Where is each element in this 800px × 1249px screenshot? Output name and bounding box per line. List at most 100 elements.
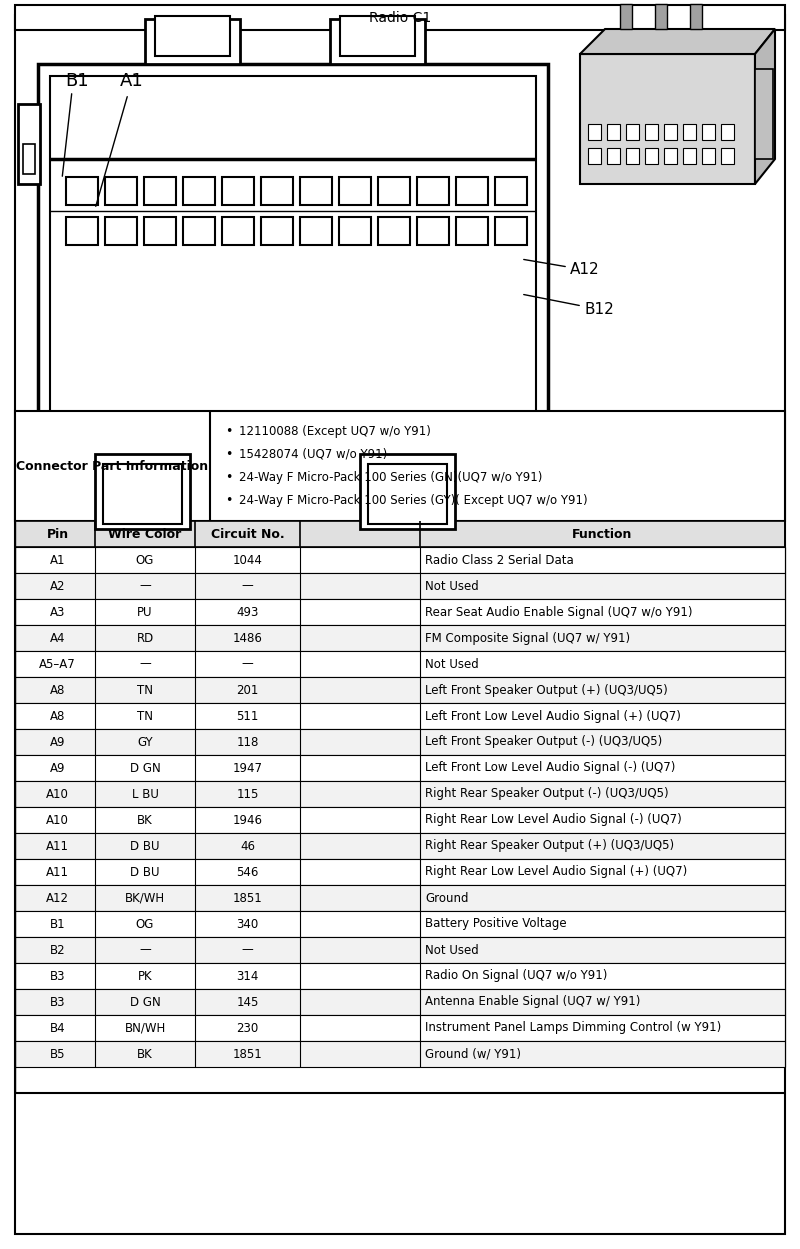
Text: 1044: 1044 (233, 553, 262, 567)
Bar (15, 677, 785, 703)
Text: Left Front Speaker Output (-) (UQ3/UQ5): Left Front Speaker Output (-) (UQ3/UQ5) (425, 736, 662, 748)
Bar (105, 177, 137, 205)
Text: •: • (225, 425, 232, 437)
Text: B1: B1 (65, 72, 89, 90)
Text: D GN: D GN (130, 995, 160, 1008)
Text: L BU: L BU (131, 788, 158, 801)
Text: Instrument Panel Lamps Dimming Control (w Y91): Instrument Panel Lamps Dimming Control (… (425, 1022, 722, 1034)
Bar (15, 1040, 785, 1067)
Bar (417, 177, 449, 205)
Bar (144, 177, 176, 205)
Text: —: — (242, 580, 254, 592)
Text: 201: 201 (236, 683, 258, 697)
Text: TN: TN (137, 709, 153, 722)
Text: A12: A12 (570, 261, 600, 276)
Text: BK: BK (137, 813, 153, 827)
Polygon shape (755, 29, 775, 184)
Text: A1: A1 (120, 72, 144, 90)
Text: B2: B2 (50, 943, 66, 957)
Bar (15, 937, 785, 963)
Bar (155, 16, 230, 56)
Text: D BU: D BU (130, 839, 160, 853)
Text: 12110088 (Except UQ7 w/o Y91): 12110088 (Except UQ7 w/o Y91) (239, 425, 431, 437)
Text: Radio Class 2 Serial Data: Radio Class 2 Serial Data (425, 553, 574, 567)
Text: OG: OG (136, 553, 154, 567)
Text: Not Used: Not Used (425, 580, 478, 592)
Text: 24-Way F Micro-Pack 100 Series (GN)(UQ7 w/o Y91): 24-Way F Micro-Pack 100 Series (GN)(UQ7 … (239, 471, 542, 483)
Text: A1: A1 (50, 553, 66, 567)
Text: TN: TN (137, 683, 153, 697)
Text: •: • (225, 471, 232, 483)
Text: PK: PK (138, 969, 152, 983)
Bar (330, 19, 425, 64)
Bar (340, 16, 415, 56)
Bar (607, 147, 620, 164)
Text: Left Front Speaker Output (+) (UQ3/UQ5): Left Front Speaker Output (+) (UQ3/UQ5) (425, 683, 668, 697)
Text: PU: PU (138, 606, 153, 618)
Text: 1851: 1851 (233, 1048, 262, 1060)
Bar (66, 217, 98, 245)
Bar (15, 807, 785, 833)
Text: Function: Function (572, 527, 633, 541)
Bar (15, 703, 785, 729)
Text: Connector Part Information: Connector Part Information (16, 460, 208, 472)
Text: BN/WH: BN/WH (124, 1022, 166, 1034)
Text: —: — (242, 943, 254, 957)
Text: Ground: Ground (425, 892, 469, 904)
Bar (702, 147, 715, 164)
Text: Ground (w/ Y91): Ground (w/ Y91) (425, 1048, 521, 1060)
Bar (755, 69, 773, 159)
Bar (626, 147, 639, 164)
Text: Left Front Low Level Audio Signal (-) (UQ7): Left Front Low Level Audio Signal (-) (U… (425, 762, 675, 774)
Bar (15, 1015, 785, 1040)
Text: GY: GY (137, 736, 153, 748)
Text: Left Front Low Level Audio Signal (+) (UQ7): Left Front Low Level Audio Signal (+) (U… (425, 709, 681, 722)
Bar (95, 453, 190, 530)
Text: B12: B12 (585, 301, 614, 316)
Bar (300, 177, 332, 205)
Text: A8: A8 (50, 709, 65, 722)
Bar (222, 177, 254, 205)
Text: Pin: Pin (46, 527, 69, 541)
Bar (15, 547, 785, 573)
Bar (626, 124, 639, 140)
Text: A5–A7: A5–A7 (39, 657, 76, 671)
Text: Radio C1: Radio C1 (369, 10, 431, 25)
Bar (66, 177, 98, 205)
Bar (721, 147, 734, 164)
Text: BK/WH: BK/WH (125, 892, 165, 904)
Text: 15428074 (UQ7 w/o Y91): 15428074 (UQ7 w/o Y91) (239, 447, 387, 461)
Text: Radio On Signal (UQ7 w/o Y91): Radio On Signal (UQ7 w/o Y91) (425, 969, 607, 983)
Bar (23, 144, 35, 174)
Bar (683, 124, 696, 140)
Text: A11: A11 (46, 839, 69, 853)
Text: •: • (225, 493, 232, 507)
Text: 314: 314 (236, 969, 258, 983)
Bar (645, 124, 658, 140)
Bar (721, 124, 734, 140)
Text: Right Rear Speaker Output (-) (UQ3/UQ5): Right Rear Speaker Output (-) (UQ3/UQ5) (425, 788, 669, 801)
Bar (50, 76, 536, 482)
Text: Battery Positive Voltage: Battery Positive Voltage (425, 918, 566, 931)
Bar (103, 463, 182, 525)
Text: 1486: 1486 (233, 632, 262, 644)
Text: A12: A12 (46, 892, 69, 904)
Text: Rear Seat Audio Enable Signal (UQ7 w/o Y91): Rear Seat Audio Enable Signal (UQ7 w/o Y… (425, 606, 693, 618)
Bar (15, 989, 785, 1015)
Text: B4: B4 (50, 1022, 66, 1034)
Bar (261, 217, 293, 245)
Bar (15, 624, 785, 651)
Text: RD: RD (136, 632, 154, 644)
Bar (683, 147, 696, 164)
Bar (664, 147, 677, 164)
Text: A2: A2 (50, 580, 66, 592)
Text: 115: 115 (236, 788, 258, 801)
Text: A4: A4 (50, 632, 66, 644)
Bar (368, 463, 447, 525)
Bar (144, 217, 176, 245)
Bar (15, 781, 785, 807)
Bar (222, 217, 254, 245)
Text: —: — (139, 943, 151, 957)
Text: A8: A8 (50, 683, 65, 697)
Text: A10: A10 (46, 788, 69, 801)
